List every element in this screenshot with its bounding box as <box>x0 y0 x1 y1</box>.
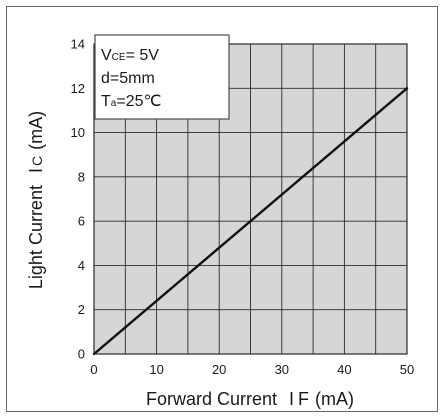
plot-border <box>93 43 408 355</box>
conditions-legend: VCE= 5V d=5mm Ta=25℃ <box>94 34 230 120</box>
x-axis-label-unit: (mA) <box>315 389 354 409</box>
series-line <box>92 87 409 356</box>
x-tick-label: 0 <box>90 362 97 377</box>
y-tick-label: 8 <box>78 169 85 184</box>
y-axis-label-text: Light Current <box>26 185 46 289</box>
legend-vce-value: = 5V <box>126 47 160 64</box>
legend-vce-main: V <box>101 47 112 64</box>
y-axis-label: Light Current IC (mA) <box>26 111 46 289</box>
x-tick-label: 40 <box>337 362 351 377</box>
legend-vce-sub: CE <box>112 52 126 63</box>
x-tick-label: 50 <box>400 362 414 377</box>
y-tick-label: 2 <box>78 302 85 317</box>
legend-ta-sub: a <box>111 98 117 109</box>
x-axis-label-symbol: I <box>289 389 294 409</box>
x-tick-label: 30 <box>275 362 289 377</box>
y-axis-label-symbol-sub: C <box>29 156 45 166</box>
legend-vce: VCE= 5V <box>101 47 159 64</box>
y-tick-label: 12 <box>71 81 85 96</box>
y-tick-label: 10 <box>71 125 85 140</box>
x-axis-label-text: Forward Current <box>146 389 277 409</box>
x-tick-label: 20 <box>212 362 226 377</box>
y-tick-labels: 0 2 4 6 8 10 12 14 <box>71 37 85 362</box>
legend-box <box>94 34 230 120</box>
legend-ta-main: T <box>101 93 111 110</box>
y-tick-label: 4 <box>78 258 85 273</box>
x-tick-label: 10 <box>149 362 163 377</box>
legend-ta: Ta=25℃ <box>101 93 161 110</box>
series-lines <box>92 87 409 356</box>
x-axis-label: Forward Current I F (mA) <box>146 389 354 409</box>
y-tick-label: 0 <box>78 347 85 362</box>
y-axis-label-symbol: I <box>26 168 46 173</box>
x-axis-label-symbol-sub: F <box>298 389 309 409</box>
legend-ta-value: =25℃ <box>116 93 161 110</box>
x-tick-labels: 0 10 20 30 40 50 <box>90 362 414 377</box>
y-tick-label: 6 <box>78 214 85 229</box>
y-tick-label: 14 <box>71 37 85 52</box>
y-axis-label-unit: (mA) <box>26 111 46 150</box>
legend-distance: d=5mm <box>101 70 155 87</box>
